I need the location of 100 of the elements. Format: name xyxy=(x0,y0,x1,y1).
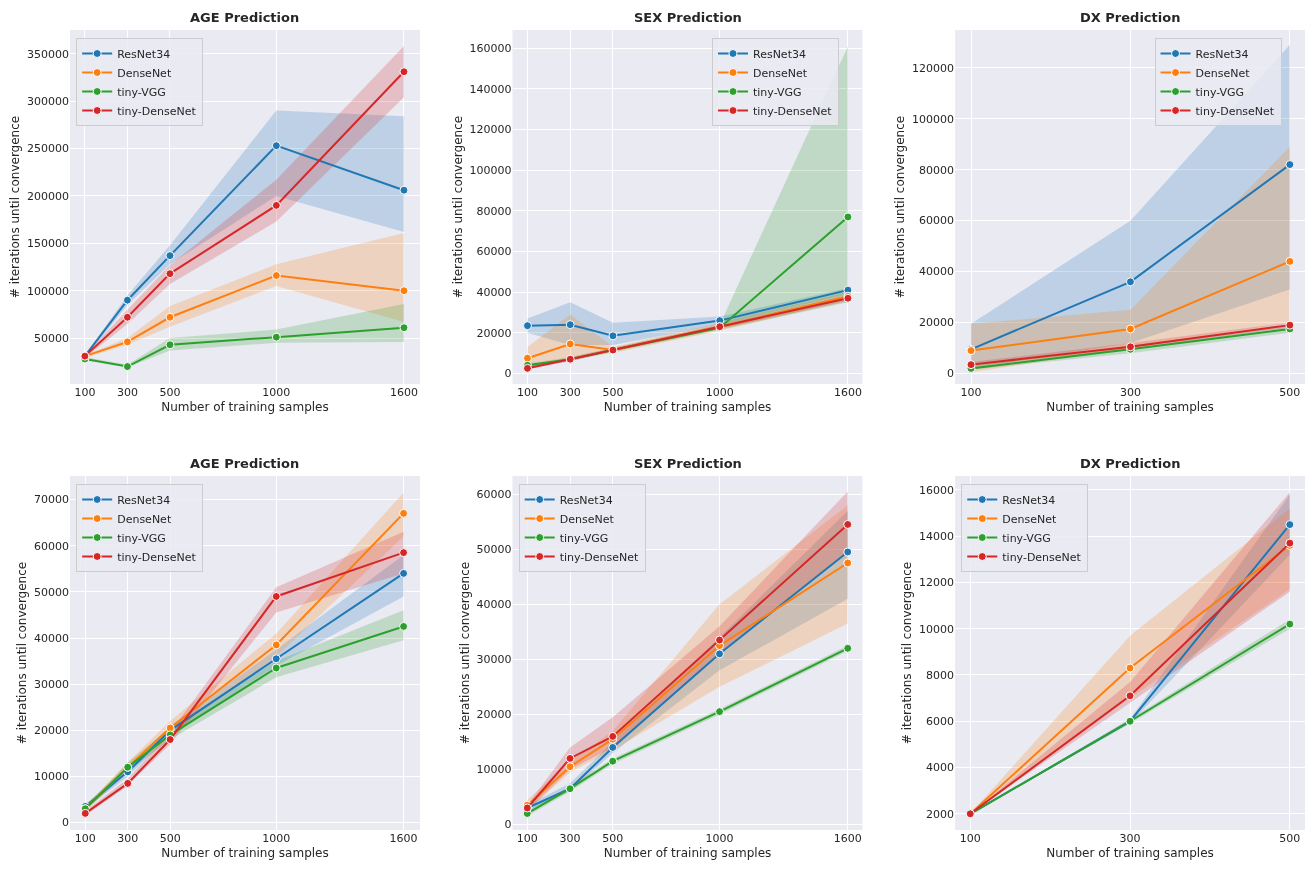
point xyxy=(271,200,281,210)
point xyxy=(843,547,853,557)
y-tick-label: 60000 xyxy=(476,245,512,259)
x-tick-label: 1000 xyxy=(262,832,291,845)
y-tick-label: 350000 xyxy=(27,47,69,61)
point xyxy=(165,735,175,745)
x-axis-title: Number of training samples xyxy=(1046,845,1214,860)
y-tick-label: 30000 xyxy=(476,653,512,667)
point xyxy=(1125,277,1135,287)
y-axis-title: # iterations until convergence xyxy=(900,561,915,745)
y-tick-label: 40000 xyxy=(34,631,69,645)
x-tick-label: 100 xyxy=(516,832,538,845)
y-axis-title: # iterations until convergence xyxy=(450,115,465,299)
legend-label: DenseNet xyxy=(1195,66,1251,80)
point xyxy=(399,323,409,333)
legend-label: ResNet34 xyxy=(559,493,613,507)
y-tick-label: 10000 xyxy=(34,770,69,784)
point xyxy=(165,312,175,322)
y-tick-label: 80000 xyxy=(919,163,955,177)
x-tick-label: 1000 xyxy=(262,386,291,399)
point xyxy=(271,271,281,281)
point xyxy=(843,558,853,568)
y-tick-label: 20000 xyxy=(476,708,512,722)
point xyxy=(122,295,132,305)
y-tick-label: 40000 xyxy=(476,286,512,299)
x-tick-label: 100 xyxy=(960,386,982,399)
x-tick-label: 300 xyxy=(559,386,581,399)
y-tick-label: 20000 xyxy=(34,724,69,738)
legend-label: ResNet34 xyxy=(117,493,171,507)
point xyxy=(399,185,409,195)
legend-label: tiny-DenseNet xyxy=(1002,550,1082,564)
y-tick-label: 100000 xyxy=(469,164,512,178)
y-tick-label: 100000 xyxy=(27,284,69,298)
y-tick-label: 80000 xyxy=(476,204,512,218)
x-tick-label: 1600 xyxy=(833,386,862,399)
chart-title: DX Prediction xyxy=(1080,456,1181,471)
y-tick-label: 10000 xyxy=(476,763,512,777)
chart-title: AGE Prediction xyxy=(190,456,300,471)
point xyxy=(399,568,409,578)
x-tick-label: 500 xyxy=(602,386,624,399)
y-tick-label: 60000 xyxy=(919,214,955,228)
point xyxy=(399,67,409,77)
legend-label: ResNet34 xyxy=(752,47,806,61)
legend-label: tiny-DenseNet xyxy=(752,104,833,118)
point xyxy=(271,663,281,673)
legend-label: DenseNet xyxy=(1002,512,1057,526)
legend-label: tiny-DenseNet xyxy=(117,104,197,118)
point xyxy=(565,753,575,763)
point xyxy=(271,654,281,664)
point xyxy=(1125,691,1135,701)
x-tick-label: 1600 xyxy=(389,832,418,845)
point xyxy=(1285,256,1295,266)
y-tick-label: 250000 xyxy=(27,142,69,156)
x-tick-label: 300 xyxy=(1119,832,1141,845)
point xyxy=(399,286,409,296)
x-tick-label: 500 xyxy=(159,832,181,845)
x-tick-label: 300 xyxy=(116,386,138,399)
y-axis-title: # iterations until convergence xyxy=(457,561,472,745)
y-tick-label: 8000 xyxy=(926,668,955,682)
y-axis-title: # iterations until convergence xyxy=(8,115,23,299)
y-tick-label: 100000 xyxy=(912,112,955,126)
x-tick-label: 300 xyxy=(1119,386,1141,399)
point xyxy=(843,212,853,222)
y-tick-label: 40000 xyxy=(919,265,955,279)
y-tick-label: 50000 xyxy=(34,585,69,599)
y-tick-label: 12000 xyxy=(919,576,955,590)
x-tick-label: 1000 xyxy=(705,832,734,845)
point xyxy=(271,591,281,601)
chart-title: SEX Prediction xyxy=(634,10,742,25)
y-tick-label: 0 xyxy=(947,367,955,381)
y-tick-label: 6000 xyxy=(926,715,955,729)
y-axis-title: # iterations until convergence xyxy=(15,561,30,745)
legend-label: tiny-DenseNet xyxy=(1195,104,1275,118)
x-tick-label: 500 xyxy=(1279,832,1301,845)
point xyxy=(1285,520,1295,530)
point xyxy=(608,331,618,341)
point xyxy=(165,251,175,261)
x-axis-title: Number of training samples xyxy=(161,399,329,414)
x-tick-label: 100 xyxy=(74,832,96,845)
y-tick-label: 150000 xyxy=(27,237,69,251)
legend-label: DenseNet xyxy=(117,66,172,80)
y-tick-label: 14000 xyxy=(919,530,955,544)
x-tick-label: 1600 xyxy=(833,832,862,845)
point xyxy=(843,519,853,529)
point xyxy=(165,340,175,350)
legend-label: tiny-VGG xyxy=(559,531,609,545)
point xyxy=(565,320,575,330)
point xyxy=(1285,619,1295,629)
legend-label: tiny-VGG xyxy=(117,85,166,99)
point xyxy=(1125,663,1135,673)
legend-label: ResNet34 xyxy=(1195,47,1249,61)
x-axis-title: Number of training samples xyxy=(603,845,772,860)
legend-label: tiny-VGG xyxy=(1195,85,1245,99)
chart-title: SEX Prediction xyxy=(634,456,742,471)
point xyxy=(399,548,409,558)
point xyxy=(715,707,725,717)
y-tick-label: 40000 xyxy=(476,598,512,612)
legend-label: tiny-DenseNet xyxy=(559,550,640,564)
x-tick-label: 100 xyxy=(959,832,981,845)
y-tick-label: 4000 xyxy=(926,761,955,775)
